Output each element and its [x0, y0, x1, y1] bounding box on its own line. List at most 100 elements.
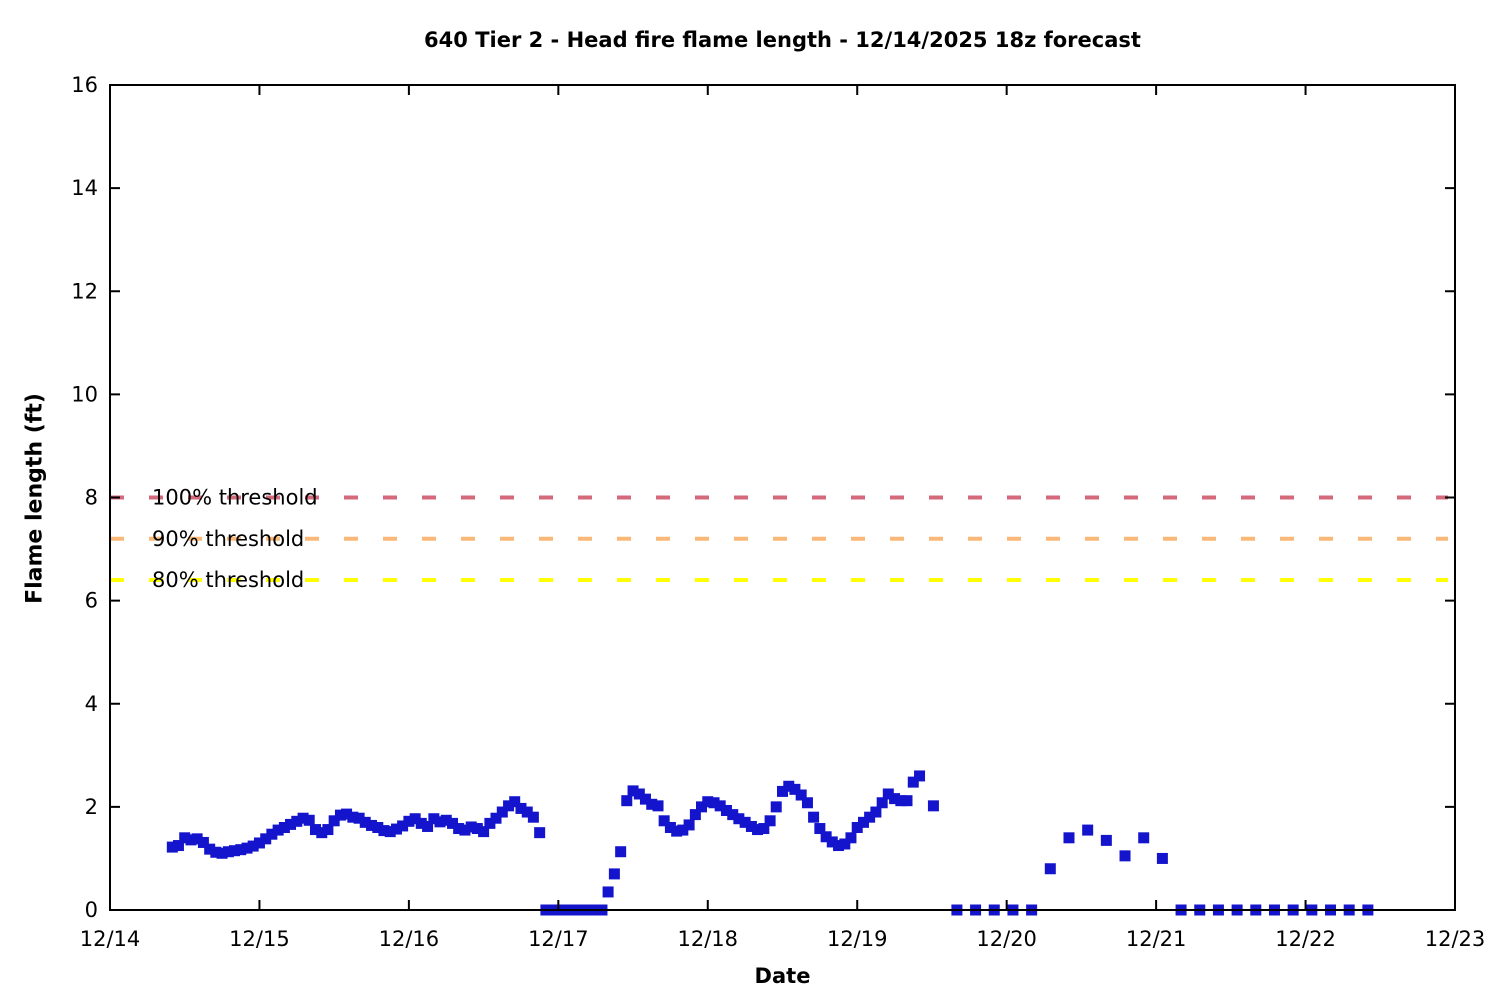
x-tick-label: 12/21 — [1126, 927, 1187, 951]
data-point — [534, 827, 546, 839]
data-point — [503, 800, 515, 812]
x-tick-label: 12/17 — [528, 927, 589, 951]
data-point — [602, 886, 614, 898]
data-point — [621, 795, 633, 807]
data-point — [864, 811, 876, 823]
data-point — [409, 813, 421, 825]
data-point — [490, 812, 502, 824]
data-point — [341, 808, 353, 820]
data-point — [272, 824, 284, 836]
y-tick-label: 6 — [85, 589, 98, 613]
data-point — [895, 795, 907, 807]
data-point — [789, 783, 801, 795]
x-tick-label: 12/20 — [976, 927, 1037, 951]
data-point — [453, 823, 465, 835]
data-point — [739, 816, 751, 828]
y-axis-title: Flame length (ft) — [22, 393, 48, 604]
data-point — [795, 789, 807, 801]
data-point — [366, 819, 378, 831]
data-point — [527, 811, 539, 823]
y-tick-label: 2 — [85, 795, 98, 819]
y-tick-label: 14 — [71, 176, 98, 200]
data-point — [764, 815, 776, 827]
data-point — [447, 817, 459, 829]
data-point — [521, 806, 533, 818]
data-point — [291, 815, 303, 827]
data-point — [197, 836, 209, 848]
data-point — [390, 823, 402, 835]
data-point — [228, 845, 240, 857]
x-axis-title: Date — [754, 964, 811, 988]
data-point — [428, 813, 440, 825]
data-point — [839, 838, 851, 850]
data-point — [403, 815, 415, 827]
data-point — [484, 817, 496, 829]
data-point — [359, 816, 371, 828]
data-point — [727, 809, 739, 821]
data-point — [851, 822, 863, 833]
data-point — [328, 815, 340, 827]
data-point — [316, 827, 328, 839]
threshold-label: 100% threshold — [152, 486, 318, 510]
data-point — [664, 822, 676, 833]
data-point — [347, 811, 359, 823]
data-point — [459, 824, 471, 836]
data-point — [876, 797, 888, 809]
data-point — [235, 844, 247, 856]
data-point — [752, 824, 764, 836]
data-point — [309, 824, 321, 836]
data-point — [465, 821, 477, 833]
data-point — [216, 847, 228, 859]
data-point — [857, 816, 869, 828]
x-tick-label: 12/18 — [678, 927, 739, 951]
data-point — [814, 823, 826, 835]
y-tick-label: 16 — [71, 73, 98, 97]
data-point — [1063, 832, 1075, 844]
data-point — [478, 826, 490, 838]
data-point — [496, 806, 508, 818]
data-point — [303, 814, 315, 826]
data-point — [702, 796, 714, 808]
data-point — [422, 820, 434, 832]
data-point — [1100, 834, 1112, 846]
data-point — [278, 822, 290, 833]
threshold-label: 90% threshold — [152, 527, 304, 551]
data-point — [889, 793, 901, 805]
data-point — [696, 801, 708, 813]
data-point — [683, 819, 695, 831]
data-point — [777, 785, 788, 797]
data-point — [845, 832, 857, 844]
data-point — [914, 770, 926, 782]
data-point — [509, 796, 521, 808]
data-point — [384, 826, 396, 838]
data-point — [627, 785, 639, 797]
chart-title: 640 Tier 2 - Head fire flame length - 12… — [424, 28, 1141, 52]
data-point — [826, 836, 838, 848]
data-point — [1138, 832, 1150, 844]
data-point — [801, 797, 813, 809]
data-point — [833, 840, 845, 852]
data-point — [185, 834, 197, 846]
data-point — [720, 804, 732, 816]
x-tick-label: 12/16 — [379, 927, 440, 951]
y-tick-label: 12 — [71, 279, 98, 303]
data-point — [808, 811, 820, 823]
data-point — [172, 840, 184, 852]
data-point — [1082, 824, 1094, 836]
data-point — [166, 841, 178, 853]
data-point — [671, 825, 683, 837]
data-point — [646, 798, 658, 810]
data-point — [1156, 852, 1168, 864]
data-point — [820, 831, 832, 843]
data-point — [733, 813, 745, 825]
data-point — [210, 846, 222, 858]
data-point — [179, 832, 191, 844]
data-point — [471, 823, 483, 835]
x-tick-label: 12/22 — [1275, 927, 1336, 951]
data-point — [204, 843, 216, 855]
data-point — [708, 797, 720, 809]
y-tick-label: 0 — [85, 898, 98, 922]
data-point — [266, 828, 278, 840]
